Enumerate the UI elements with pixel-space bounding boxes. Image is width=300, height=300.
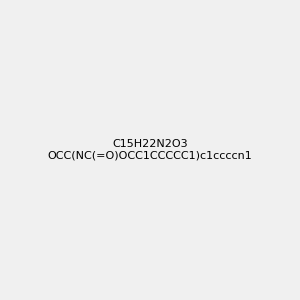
Text: C15H22N2O3
OCC(NC(=O)OCC1CCCCC1)c1ccccn1: C15H22N2O3 OCC(NC(=O)OCC1CCCCC1)c1ccccn1 — [48, 139, 252, 161]
